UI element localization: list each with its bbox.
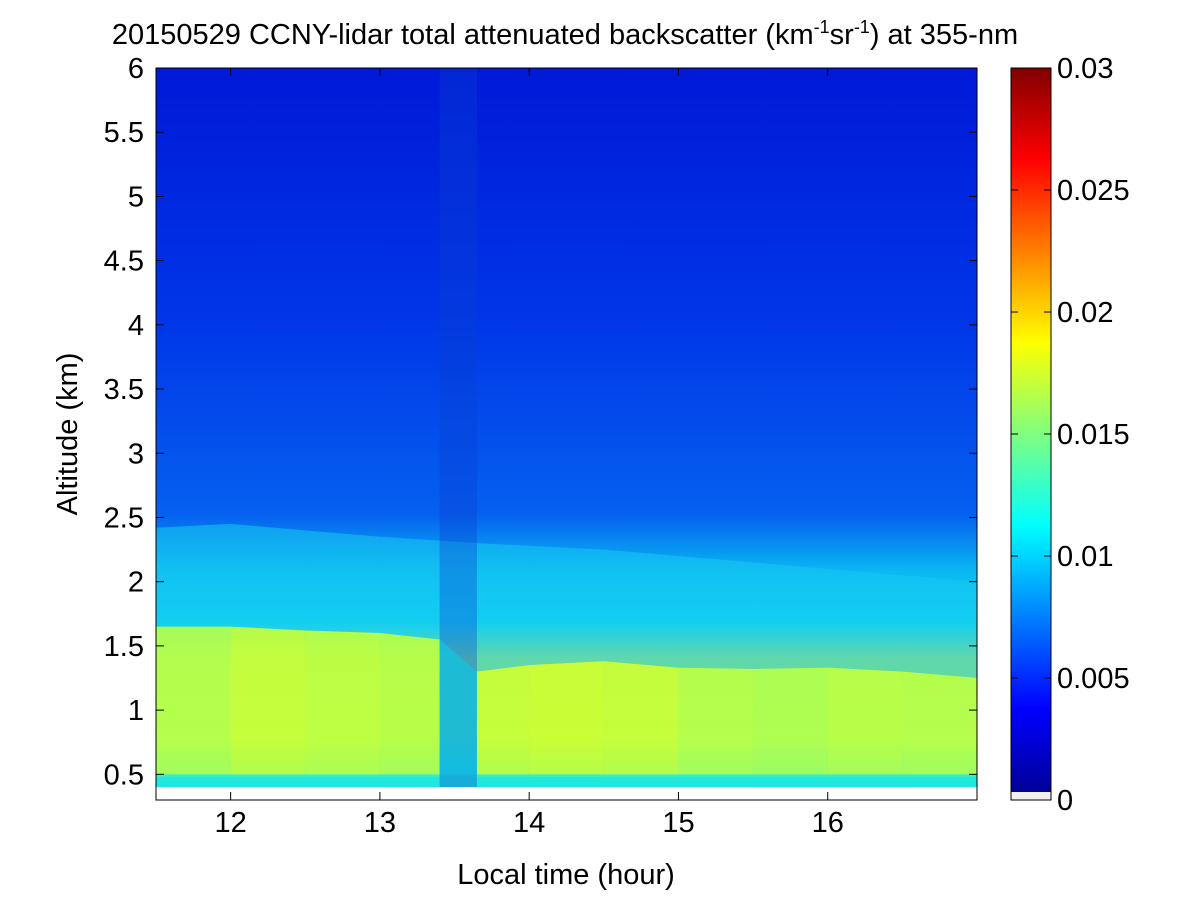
colorbar-tick-label: 0.015: [1057, 419, 1130, 451]
heat-no-data-region: [156, 787, 977, 800]
x-tick-label: 12: [215, 807, 247, 839]
y-tick-label: 3.5: [104, 374, 144, 406]
x-axis-label: Local time (hour): [457, 859, 675, 891]
y-tick-label: 2: [128, 567, 144, 599]
heat-aerosol-layer: [439, 639, 477, 777]
heat-aerosol-layer: [305, 630, 380, 777]
heatmap-layers: [156, 68, 977, 800]
colorbar-tick-label: 0.025: [1057, 175, 1130, 207]
heat-residual-layer: [379, 536, 440, 640]
heat-residual-layer: [476, 543, 530, 672]
heat-aerosol-layer: [827, 667, 903, 777]
chart-title: 20150529 CCNY-lidar total attenuated bac…: [112, 17, 1018, 51]
y-axis-label: Altitude (km): [52, 353, 84, 516]
colorbar-axis: 0 0.005 0.01 0.015 0.02 0.025 0.03: [1011, 53, 1130, 817]
colorbar-tick-label: 0: [1057, 785, 1073, 817]
heat-aerosol-layer: [902, 671, 977, 777]
x-tick-label: 14: [513, 807, 545, 839]
y-tick-label: 0.5: [104, 759, 144, 791]
colorbar-tick-label: 0.03: [1057, 53, 1113, 85]
y-axis: 0.5 1 1.5 2 2.5 3 3.5 4 4.5 5 5.5 6: [104, 53, 977, 791]
x-tick-label: 16: [812, 807, 844, 839]
x-tick-label: 13: [364, 807, 396, 839]
y-tick-label: 6: [128, 53, 144, 85]
heat-residual-layer: [827, 568, 903, 672]
heat-residual-layer: [305, 530, 380, 634]
colorbar-zero-band: [1011, 792, 1051, 800]
y-tick-label: 5.5: [104, 117, 144, 149]
heat-residual-layer: [439, 540, 477, 672]
y-tick-label: 4: [128, 310, 144, 342]
y-tick-label: 4.5: [104, 246, 144, 278]
heat-data-gap-stripe: [439, 68, 477, 788]
plot-area: [156, 68, 977, 800]
y-tick-label: 1.5: [104, 631, 144, 663]
heat-aerosol-layer: [603, 661, 679, 777]
y-tick-label: 5: [128, 181, 144, 213]
colorbar-tick-label: 0.02: [1057, 297, 1113, 329]
y-tick-label: 3: [128, 438, 144, 470]
colorbar-tick-label: 0.005: [1057, 663, 1130, 695]
heat-residual-layer: [678, 556, 754, 670]
heat-residual-layer: [603, 549, 679, 668]
heat-aerosol-layer: [529, 661, 604, 777]
heat-residual-layer: [529, 545, 604, 666]
colorbar-tick-label: 0.01: [1057, 541, 1113, 573]
y-tick-label: 2.5: [104, 502, 144, 534]
x-axis: 12 13 14 15 16: [215, 68, 844, 839]
heat-residual-layer: [156, 523, 231, 627]
plot-frame: [155, 67, 978, 801]
heat-aerosol-layer: [476, 665, 530, 777]
heat-residual-layer: [902, 575, 977, 678]
heat-residual-layer: [753, 562, 828, 670]
heat-aerosol-layer: [156, 626, 231, 777]
heat-aerosol-layer: [379, 633, 440, 777]
heat-aerosol-layer: [230, 626, 306, 777]
heat-aerosol-layer: [678, 667, 754, 777]
y-tick-label: 1: [128, 695, 144, 727]
x-tick-label: 15: [662, 807, 694, 839]
heat-aerosol-layer: [753, 667, 828, 777]
heat-residual-layer: [230, 523, 306, 631]
heat-surface-strip: [156, 774, 977, 788]
